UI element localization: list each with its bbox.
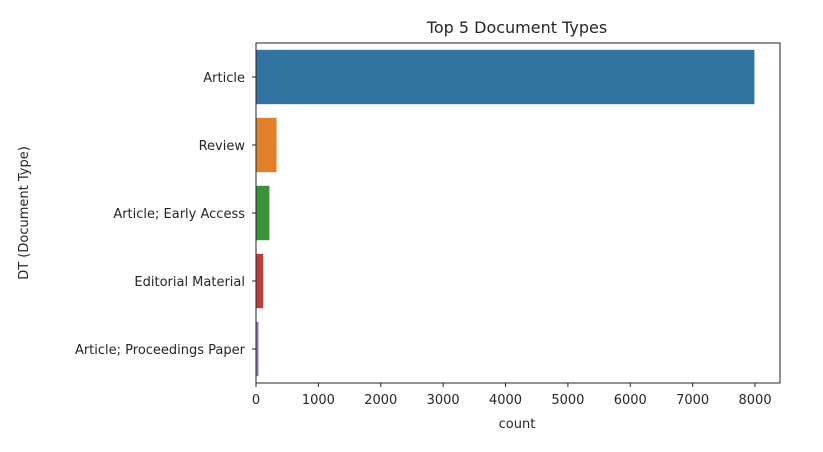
- x-tick-label: 0: [252, 393, 260, 408]
- y-tick-label: Article; Early Access: [113, 207, 245, 222]
- x-tick-label: 8000: [739, 393, 772, 408]
- x-tick-label: 3000: [427, 393, 460, 408]
- plot-frame: [255, 42, 781, 384]
- bar-editorial-material: [256, 253, 264, 309]
- bar-article-early-access: [256, 185, 270, 241]
- y-tick-label: Review: [199, 139, 246, 154]
- y-axis-label: DT (Document Type): [17, 146, 32, 280]
- chart-title: Top 5 Document Types: [426, 18, 607, 37]
- x-tick-label: 5000: [551, 393, 584, 408]
- x-tick-label: 7000: [676, 393, 709, 408]
- x-tick-label: 4000: [489, 393, 522, 408]
- x-tick-label: 6000: [614, 393, 647, 408]
- y-tick-label: Article; Proceedings Paper: [75, 343, 246, 358]
- bar-article-proceedings-paper: [256, 321, 259, 377]
- x-tick-label: 2000: [364, 393, 397, 408]
- bar-review: [256, 117, 277, 173]
- bar-article: [256, 49, 755, 105]
- y-tick-label: Article: [203, 71, 245, 86]
- x-tick-label: 1000: [302, 393, 335, 408]
- x-axis-label: count: [499, 417, 536, 432]
- y-tick-label: Editorial Material: [134, 275, 245, 290]
